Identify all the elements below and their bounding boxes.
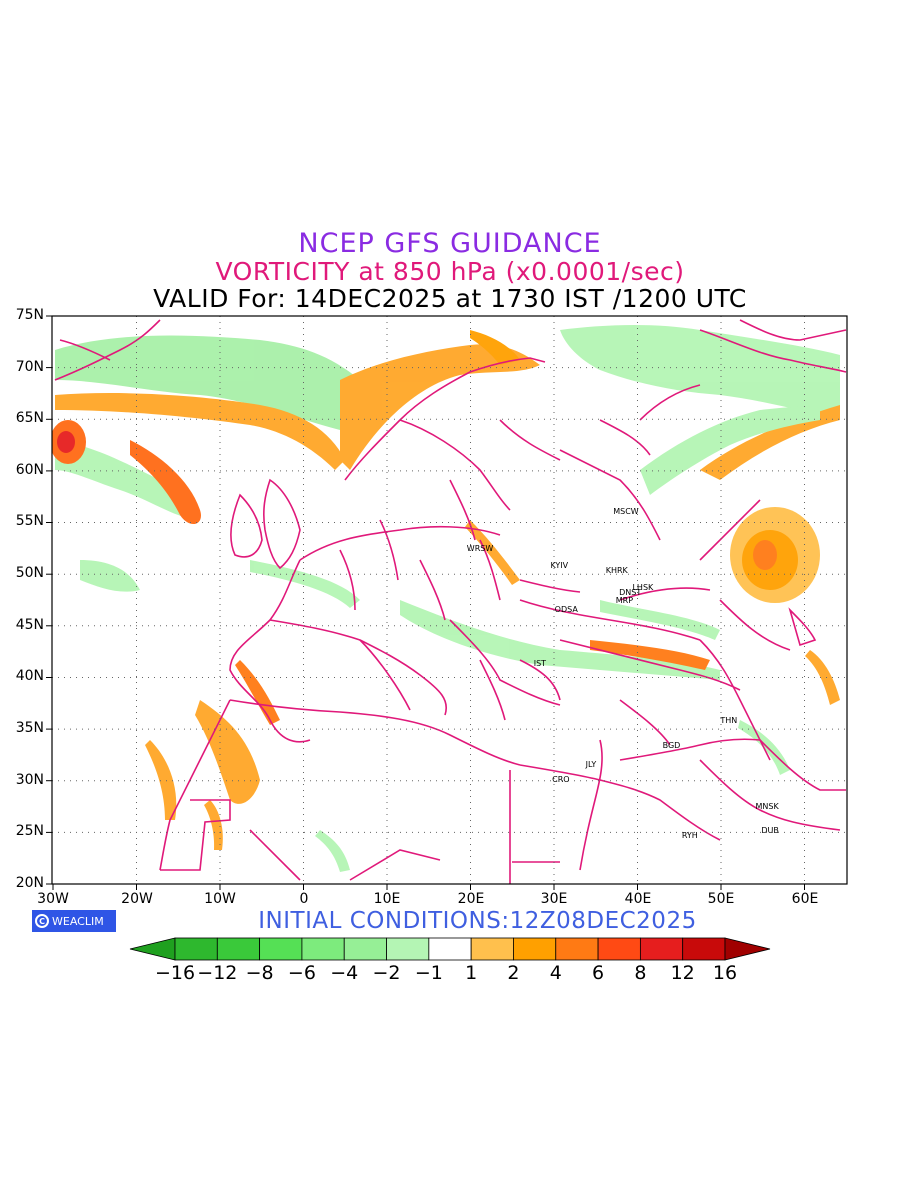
colorbar-swatch <box>386 937 430 961</box>
city-label: MRP <box>615 596 634 606</box>
x-tick-label: 0 <box>299 891 309 907</box>
y-tick-label: 60N <box>15 462 44 478</box>
colorbar-label: 8 <box>634 962 647 984</box>
city-label: ODSA <box>554 605 578 615</box>
x-tick-label: 20E <box>457 891 485 907</box>
coastlines <box>54 319 847 884</box>
colorbar-label: 16 <box>712 962 738 984</box>
colorbar-swatch <box>174 937 218 961</box>
y-tick-label: 35N <box>15 720 44 736</box>
colorbar <box>129 937 771 961</box>
city-label: JLY <box>585 760 597 770</box>
colorbar-swatch <box>513 937 557 961</box>
colorbar-swatch <box>216 937 261 961</box>
x-tick-label: 30E <box>540 891 568 907</box>
chart-subtitle-variable: VORTICITY at 850 hPa (x0.0001/sec) <box>215 257 685 286</box>
colorbar-label: −12 <box>197 962 238 984</box>
y-tick-label: 30N <box>15 772 44 788</box>
colorbar-swatch <box>639 937 684 961</box>
x-tick-label: 30W <box>37 891 69 907</box>
x-tick-label: 60E <box>791 891 819 907</box>
colorbar-swatch <box>259 937 303 961</box>
y-tick-label: 50N <box>15 565 44 581</box>
city-label: BGD <box>662 740 681 750</box>
colorbar-swatch <box>301 937 345 961</box>
x-tick-label: 10W <box>204 891 236 907</box>
colorbar-swatch <box>428 937 472 961</box>
colorbar-swatch <box>555 937 599 961</box>
city-label: DNST <box>619 587 642 597</box>
y-tick-label: 55N <box>15 513 44 529</box>
colorbar-swatch <box>470 937 514 961</box>
city-label: MSCW <box>613 507 639 517</box>
x-tick-label: 10E <box>373 891 401 907</box>
colorbar-swatch <box>597 937 641 961</box>
city-label: KYIV <box>550 560 569 570</box>
plot-frame <box>51 315 848 885</box>
colorbar-min-arrow <box>129 937 176 961</box>
y-tick-label: 25N <box>15 823 44 839</box>
colorbar-max-arrow <box>724 937 771 961</box>
city-label: LHSK <box>632 582 654 592</box>
colorbar-swatch <box>682 937 726 961</box>
city-label: KHRK <box>605 566 628 576</box>
y-tick-label: 40N <box>15 668 44 684</box>
colorbar-label: 6 <box>592 962 605 984</box>
colorbar-label: −8 <box>245 962 274 984</box>
city-label: CRO <box>552 774 570 784</box>
chart-title: NCEP GFS GUIDANCE <box>298 228 602 259</box>
colorbar-label: 4 <box>549 962 562 984</box>
x-tick-label: 20W <box>121 891 153 907</box>
colorbar-label: −4 <box>330 962 359 984</box>
y-tick-label: 45N <box>15 617 44 633</box>
colorbar-swatch <box>343 937 387 961</box>
y-tick-label: 20N <box>15 875 44 891</box>
city-label: DUB <box>761 826 779 836</box>
colorbar-label: 1 <box>465 962 478 984</box>
chart-subtitle-valid-time: VALID For: 14DEC2025 at 1730 IST /1200 U… <box>153 284 747 313</box>
x-tick-label: 50E <box>707 891 735 907</box>
city-label: MNSK <box>755 801 779 811</box>
colorbar-label: 2 <box>507 962 520 984</box>
colorbar-label: −2 <box>372 962 401 984</box>
city-label: WRSW <box>466 544 494 554</box>
y-tick-label: 65N <box>15 410 44 426</box>
initial-conditions: INITIAL CONDITIONS:12Z08DEC2025 <box>258 908 697 934</box>
colorbar-label: −1 <box>414 962 443 984</box>
weaclim-logo: C WEACLIM <box>32 910 116 932</box>
colorbar-label: 12 <box>670 962 695 984</box>
x-tick-label: 40E <box>624 891 652 907</box>
y-tick-label: 70N <box>15 359 44 375</box>
colorbar-label: −6 <box>287 962 316 984</box>
city-label: IST <box>533 659 547 669</box>
logo-text: WEACLIM <box>52 914 104 928</box>
y-tick-label: 75N <box>15 307 44 323</box>
graticule <box>52 316 847 884</box>
copyright-circle-icon: C <box>35 914 49 928</box>
tick-marks <box>46 315 805 890</box>
city-label: THN <box>720 715 738 725</box>
city-label: RYH <box>681 831 698 841</box>
colorbar-label: −16 <box>155 962 196 984</box>
